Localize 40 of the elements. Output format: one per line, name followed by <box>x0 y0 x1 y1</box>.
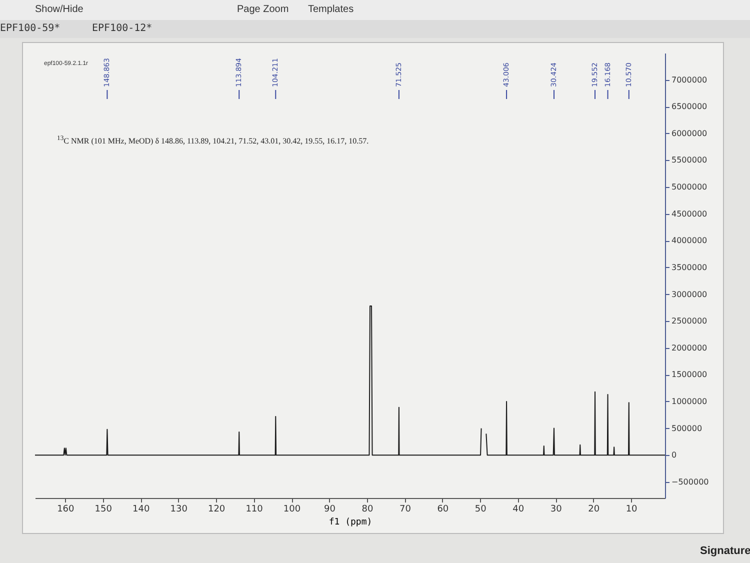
x-tick-label: 50 <box>474 504 487 514</box>
y-tick-label: 1500000 <box>672 370 708 380</box>
y-tick-label: 5000000 <box>672 182 708 192</box>
y-tick-label: 3000000 <box>672 290 708 299</box>
x-tick-label: 100 <box>283 504 301 514</box>
y-tick-label: 2500000 <box>672 316 708 326</box>
x-tick-label: 150 <box>94 504 112 514</box>
x-tick-label: 60 <box>437 504 449 514</box>
text: EPF100-59* <box>0 23 60 34</box>
y-tick-label: −500000 <box>672 477 709 486</box>
annotation: $^{13}$C NMR (101 MHz, MeOD) δ 148.86, 113.89, 104.21, 71.52, 43.01, 30.42, 19.55, 16.17, 10.57. <box>57 135 369 146</box>
x-tick-label: 130 <box>170 504 188 514</box>
y-tick-label: 1000000 <box>672 396 708 406</box>
y-tick-label: 5500000 <box>672 156 708 165</box>
x-tick-label: 90 <box>324 504 336 514</box>
x-tick-label: 110 <box>246 504 264 514</box>
y-tick-label: 2000000 <box>672 343 708 352</box>
x-tick-label: 70 <box>399 504 412 514</box>
y-tick-label: 0 <box>672 450 677 460</box>
text: Signature <box>700 545 750 557</box>
x-tick-label: 30 <box>550 504 562 514</box>
y-tick-label: 4500000 <box>672 209 708 218</box>
y-tick-label: 6500000 <box>672 102 708 112</box>
y-tick-label: 500000 <box>672 424 702 433</box>
text: Page Zoom <box>237 4 289 15</box>
x-axis-title: f1 (ppm) <box>328 518 372 528</box>
text: EPF100-12* <box>92 23 152 34</box>
y-tick-label: 6000000 <box>672 128 708 138</box>
x-tick-label: 140 <box>132 504 150 514</box>
x-tick-label: 40 <box>512 504 524 514</box>
text: Show/Hide <box>35 4 84 15</box>
y-tick-label: 4000000 <box>672 236 708 246</box>
y-tick-label: 7000000 <box>672 75 708 84</box>
x-tick-label: 120 <box>208 504 226 514</box>
x-tick-label: 10 <box>626 504 638 514</box>
text: Templates <box>308 4 354 15</box>
x-tick-label: 20 <box>588 504 600 514</box>
x-tick-label: 80 <box>362 504 374 514</box>
y-tick-label: 3500000 <box>672 262 708 272</box>
x-tick-label: 160 <box>57 504 75 514</box>
